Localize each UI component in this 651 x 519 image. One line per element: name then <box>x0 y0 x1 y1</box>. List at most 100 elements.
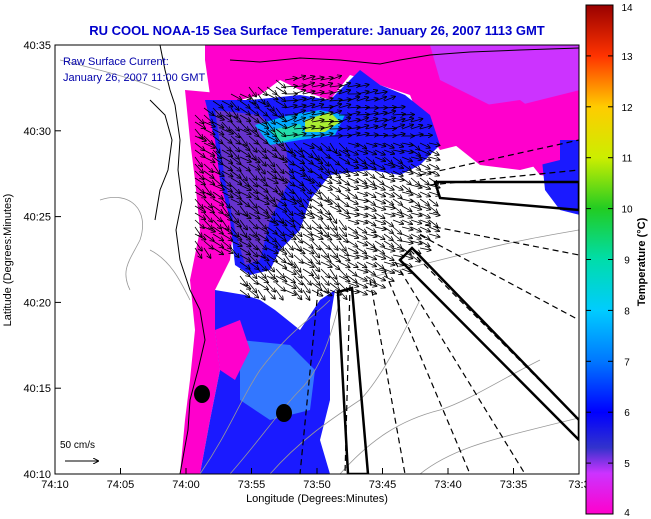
current-vector <box>338 142 347 152</box>
current-vector <box>329 212 337 223</box>
current-vector <box>419 240 430 247</box>
current-vector <box>329 85 342 87</box>
current-vector <box>374 135 387 136</box>
current-vector <box>320 98 333 101</box>
current-vector <box>302 205 312 214</box>
current-vector <box>284 163 293 173</box>
current-vector <box>329 226 338 236</box>
current-vector <box>266 247 278 253</box>
current-vector <box>212 233 223 240</box>
current-vector <box>338 163 348 172</box>
current-vector <box>293 184 305 191</box>
current-vector <box>194 233 206 240</box>
current-vector <box>257 184 268 192</box>
current-vector <box>374 177 384 185</box>
current-vector <box>257 268 266 278</box>
current-vector <box>311 163 323 170</box>
current-vector <box>212 247 223 254</box>
current-vector <box>284 254 292 265</box>
current-vector <box>311 135 324 137</box>
y-tick-label: 40:15 <box>23 383 51 395</box>
current-vector <box>329 219 337 230</box>
current-vector <box>311 120 324 122</box>
current-vector <box>221 156 232 163</box>
station-marker <box>194 385 210 403</box>
current-vector <box>329 184 340 191</box>
contour <box>149 249 191 301</box>
current-vector <box>293 163 304 170</box>
current-vector <box>374 205 385 210</box>
current-vector <box>410 213 422 216</box>
current-vector <box>203 198 212 208</box>
current-vector <box>320 163 329 173</box>
current-vector <box>302 117 314 123</box>
current-vector <box>410 119 423 123</box>
current-vector <box>365 177 375 185</box>
current-vector <box>356 219 368 223</box>
current-vector <box>194 114 204 124</box>
current-vector <box>275 114 286 121</box>
current-vector <box>230 177 241 184</box>
sst-patch-northeast <box>430 45 579 110</box>
current-vector <box>311 177 321 186</box>
coastline-inner <box>149 99 173 221</box>
current-vector <box>293 247 305 254</box>
current-vector <box>401 156 412 161</box>
current-vector <box>338 240 346 251</box>
current-vector <box>365 119 378 123</box>
current-vector <box>374 97 386 102</box>
current-vector <box>311 184 320 194</box>
current-vector <box>347 261 358 267</box>
current-vector <box>239 121 248 131</box>
station-marker <box>276 404 292 422</box>
current-vector <box>401 177 411 184</box>
current-vector <box>275 107 283 117</box>
current-vector <box>329 104 341 109</box>
current-vector <box>293 177 303 186</box>
current-vector <box>248 233 260 240</box>
current-vector <box>356 142 366 149</box>
current-vector <box>203 205 214 213</box>
current-vector <box>293 198 303 207</box>
current-vector <box>248 254 258 263</box>
current-vector <box>356 126 369 130</box>
current-vector <box>284 219 295 227</box>
current-vector <box>374 240 384 247</box>
current-vector <box>365 248 377 251</box>
current-vector <box>266 289 275 299</box>
current-vector <box>347 170 358 175</box>
current-vector <box>239 114 250 121</box>
current-vector <box>230 93 242 100</box>
current-vector <box>383 184 394 190</box>
current-vector <box>239 93 251 99</box>
current-vector <box>239 261 250 269</box>
current-vector <box>374 233 385 239</box>
current-vector <box>392 119 405 123</box>
current-vector <box>419 191 430 196</box>
current-vector <box>428 149 439 155</box>
current-vector <box>302 142 314 148</box>
current-vector <box>365 205 376 211</box>
current-vector <box>419 198 429 205</box>
current-vector <box>194 226 202 237</box>
current-vector <box>410 142 420 150</box>
beam-line <box>419 234 579 321</box>
current-vector <box>257 170 265 181</box>
current-vectors <box>194 76 440 300</box>
current-vector <box>338 275 350 282</box>
current-vector <box>239 149 250 157</box>
current-vector <box>410 134 423 136</box>
current-vector <box>257 191 268 199</box>
colorbar-tick-label: 5 <box>624 459 630 470</box>
current-vector <box>230 163 241 171</box>
current-vector <box>302 112 315 116</box>
current-vector <box>230 100 239 110</box>
current-vector <box>410 226 421 232</box>
current-vector <box>239 275 247 286</box>
current-vector <box>194 149 205 157</box>
current-vector <box>392 178 404 180</box>
current-vector <box>338 99 351 101</box>
current-vector <box>212 107 221 117</box>
current-vector <box>374 191 385 196</box>
current-vector <box>275 93 285 101</box>
